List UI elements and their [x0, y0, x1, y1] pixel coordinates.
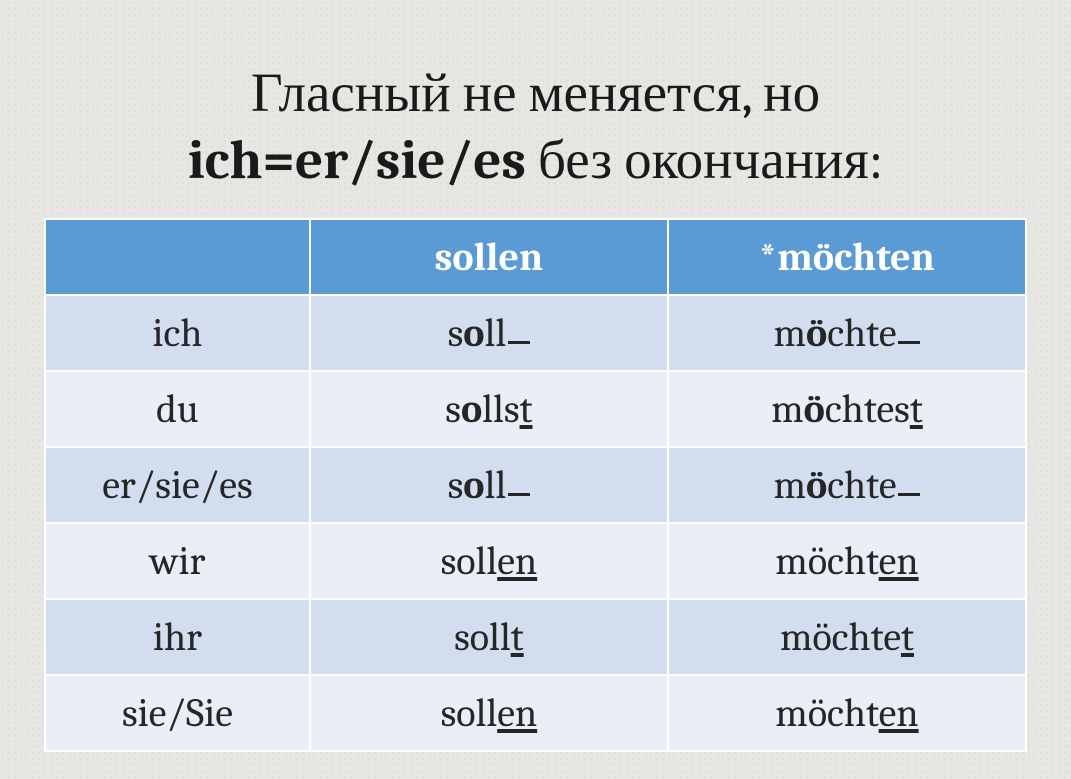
verb-form: soll [448, 310, 531, 356]
verb-form: soll [448, 462, 531, 508]
sollen-cell: sollst [310, 371, 668, 447]
verb-form: sollen [441, 690, 538, 736]
verb-form: möchten [775, 690, 918, 736]
verb-form: möchte [773, 310, 920, 356]
pronoun-cell: ihr [45, 599, 310, 675]
verb-form: sollen [441, 538, 538, 584]
pronoun-cell: sie/Sie [45, 675, 310, 751]
pronoun-cell: du [45, 371, 310, 447]
verb-form: möchtest [771, 386, 923, 432]
title-part1: Гласный не меняется, но [251, 61, 820, 125]
moechten-cell: möchte [668, 295, 1026, 371]
th-pronoun [45, 219, 310, 295]
sollen-cell: soll [310, 295, 668, 371]
verb-form: sollst [445, 386, 532, 432]
table-row: ich soll möchte [45, 295, 1026, 371]
pronoun-cell: ich [45, 295, 310, 371]
table-row: er/sie/es soll möchte [45, 447, 1026, 523]
table-body: ich soll möchte du sollst möchtest er/sie/es so… [45, 295, 1026, 751]
table-row: wir sollen möchten [45, 523, 1026, 599]
table-row: ihr sollt möchtet [45, 599, 1026, 675]
verb-form: möchte [773, 462, 920, 508]
title-part2: без окончания: [526, 128, 883, 192]
moechten-cell: möchten [668, 675, 1026, 751]
moechten-cell: möchtet [668, 599, 1026, 675]
conjugation-table: sollen *möchten ich soll möchte du sollst möc… [44, 218, 1027, 752]
table-head: sollen *möchten [45, 219, 1026, 295]
moechten-cell: möchtest [668, 371, 1026, 447]
verb-form: sollt [454, 614, 524, 660]
verb-form: möchten [775, 538, 918, 584]
pronoun-cell: wir [45, 523, 310, 599]
moechten-cell: möchte [668, 447, 1026, 523]
ending-underscore [898, 493, 920, 496]
table-row: du sollst möchtest [45, 371, 1026, 447]
ending-underscore [898, 341, 920, 344]
verb-form: möchtet [780, 614, 914, 660]
moechten-cell: möchten [668, 523, 1026, 599]
th-moechten: *möchten [668, 219, 1026, 295]
pronoun-cell: er/sie/es [45, 447, 310, 523]
sollen-cell: sollt [310, 599, 668, 675]
sollen-cell: sollen [310, 675, 668, 751]
sollen-cell: sollen [310, 523, 668, 599]
title-bold: ich=er/sie/es [188, 128, 526, 192]
slide: Гласный не меняется, но ich=er/sie/es бе… [0, 0, 1071, 779]
table-row: sie/Sie sollen möchten [45, 675, 1026, 751]
slide-title: Гласный не меняется, но ich=er/sie/es бе… [44, 60, 1027, 194]
ending-underscore [508, 341, 530, 344]
th-sollen: sollen [310, 219, 668, 295]
ending-underscore [508, 493, 530, 496]
sollen-cell: soll [310, 447, 668, 523]
